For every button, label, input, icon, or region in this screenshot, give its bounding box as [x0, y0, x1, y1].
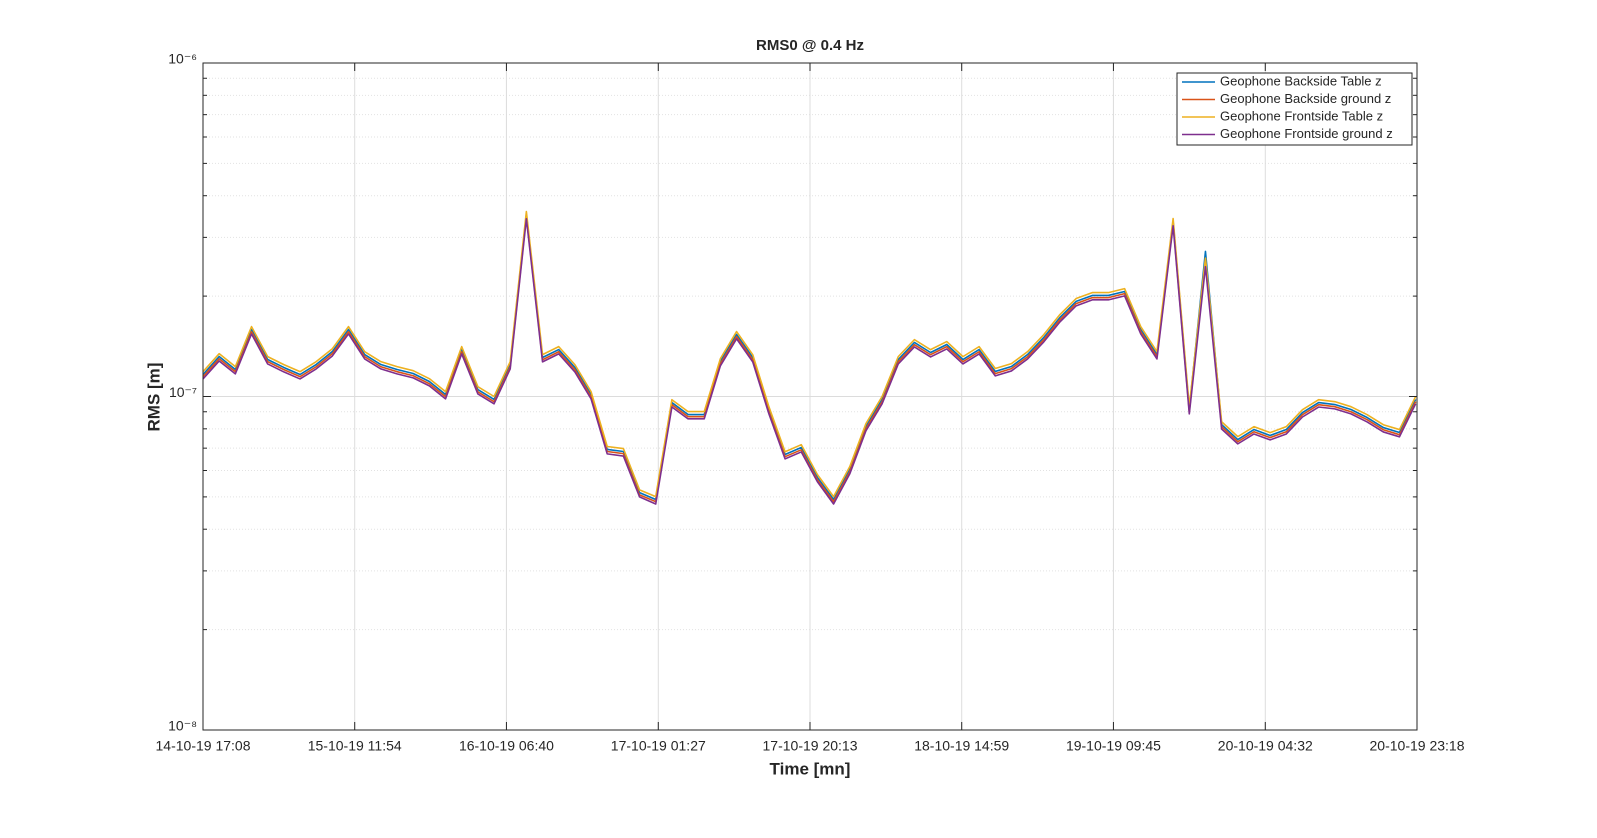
y-tick-label: 10⁻⁶: [168, 51, 197, 67]
legend-label: Geophone Backside Table z: [1220, 73, 1382, 88]
x-tick-label: 16-10-19 06:40: [459, 738, 554, 754]
x-tick-label: 17-10-19 20:13: [763, 738, 858, 754]
series-line: [202, 217, 1417, 505]
legend-box: [1176, 72, 1413, 146]
legend-label: Geophone Frontside Table z: [1220, 108, 1383, 123]
x-axis-label: Time [mn]: [770, 759, 851, 778]
ticks: 10⁻⁸ 10⁻⁷ 10⁻⁶ 14-10-19 17:08 15-10-19 11:54…: [156, 51, 1465, 754]
x-tick-label: 19-10-19 09:45: [1066, 738, 1161, 754]
lines: [202, 210, 1417, 505]
x-tick-label: 20-10-19 04:32: [1218, 738, 1313, 754]
legend: Geophone Backside Table z Geophone Backsi…: [1176, 72, 1413, 146]
y-axis-label: RMS [m]: [144, 363, 163, 432]
y-tick-label: 10⁻⁸: [168, 718, 197, 734]
x-tick-label: 14-10-19 17:08: [156, 738, 251, 754]
x-tick-label: 17-10-19 01:27: [611, 738, 706, 754]
chart-title: RMS0 @ 0.4 Hz: [756, 37, 864, 54]
x-tick-label: 15-10-19 11:54: [308, 738, 402, 754]
x-tick-label: 20-10-19 23:18: [1370, 738, 1465, 754]
legend-label: Geophone Backside ground z: [1220, 91, 1391, 106]
legend-label: Geophone Frontside ground z: [1220, 126, 1393, 141]
x-tick-label: 18-10-19 14:59: [914, 738, 1009, 754]
y-tick-label: 10⁻⁷: [169, 384, 197, 400]
